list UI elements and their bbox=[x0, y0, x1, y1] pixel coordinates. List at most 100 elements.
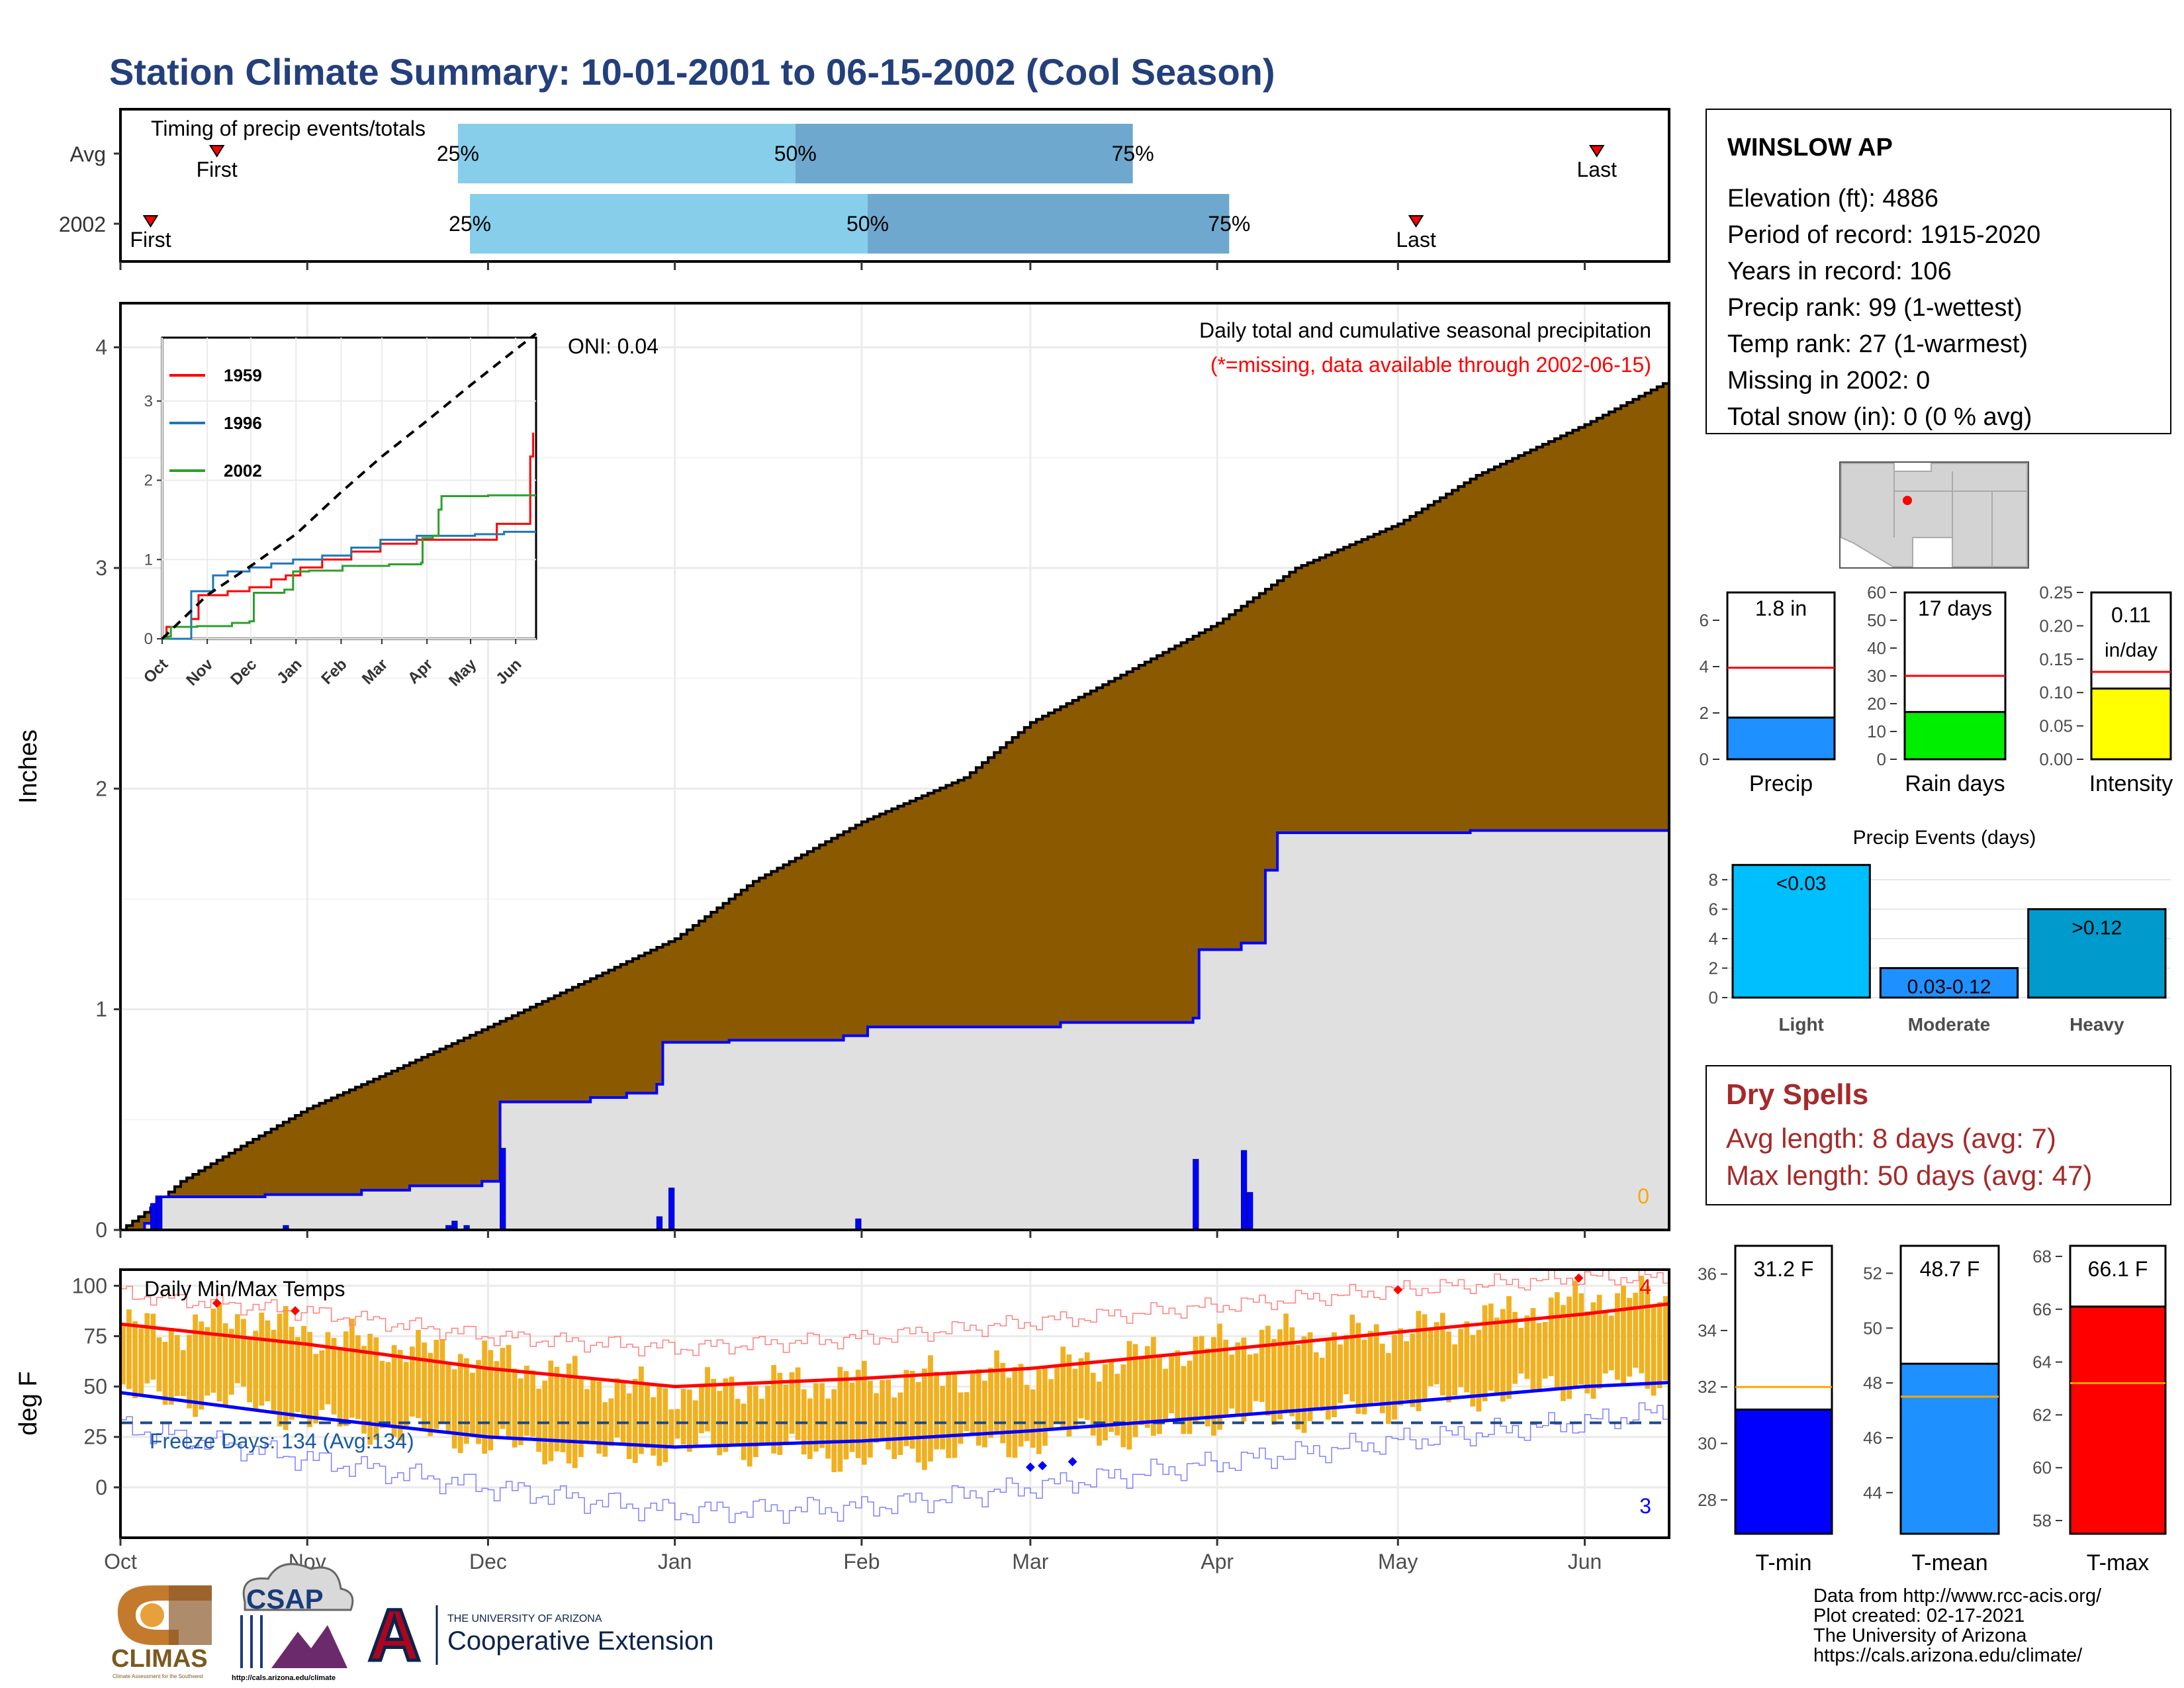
climas-logo: CLIMAS Climate Assessment for the Southw… bbox=[111, 1585, 212, 1679]
daily-temp-bar bbox=[1398, 1328, 1404, 1406]
daily-temp-bar bbox=[1235, 1342, 1241, 1417]
small-ytick-label: 0 bbox=[1700, 749, 1709, 769]
timing-label-50: 50% bbox=[774, 142, 817, 165]
daily-temp-bar bbox=[1332, 1332, 1337, 1417]
daily-temp-bar bbox=[909, 1370, 915, 1449]
timing-first-marker bbox=[142, 215, 159, 228]
precip-title: Daily total and cumulative seasonal prec… bbox=[1199, 318, 1651, 342]
daily-temp-bar bbox=[1633, 1292, 1639, 1368]
inset-series-2002 bbox=[162, 494, 536, 640]
avg-cumulative-fill bbox=[120, 380, 1669, 1230]
daily-precip-bar bbox=[150, 1203, 157, 1231]
daily-temp-bar bbox=[1494, 1317, 1500, 1393]
small-ytick-label: 50 bbox=[1863, 1318, 1882, 1338]
daily-temp-bar bbox=[506, 1344, 512, 1438]
daily-temp-bar bbox=[1144, 1346, 1150, 1428]
daily-temp-bar bbox=[1572, 1280, 1578, 1388]
daily-temp-bar bbox=[795, 1367, 801, 1440]
daily-temp-bar bbox=[1103, 1364, 1108, 1440]
daily-temp-bar bbox=[886, 1380, 891, 1450]
daily-precip-bar bbox=[855, 1218, 862, 1231]
daily-temp-bar bbox=[1109, 1360, 1114, 1432]
temp-ytick-label: 100 bbox=[72, 1274, 107, 1297]
small-ytick-label: 30 bbox=[1867, 666, 1886, 686]
temp-ytick-label: 25 bbox=[83, 1425, 107, 1449]
small-chart-t-min: 28 30 32 34 36 31.2 F T-min bbox=[1698, 1244, 1833, 1575]
month-label: Oct bbox=[104, 1550, 137, 1573]
small-ytick-label: 68 bbox=[2032, 1246, 2052, 1266]
cumulative-2002-line bbox=[120, 829, 1669, 1231]
daily-temp-bar bbox=[433, 1339, 439, 1429]
daily-temp-bar bbox=[1078, 1358, 1084, 1419]
precip-panel: 0 1 2 3 4 Inches Daily total and cumulative … bbox=[15, 302, 1670, 1242]
timing-label-25: 25% bbox=[449, 212, 491, 236]
precip-ytick-label: 2 bbox=[95, 776, 107, 800]
daily-temp-bar bbox=[1518, 1327, 1524, 1374]
month-label: Feb bbox=[843, 1550, 880, 1573]
daily-temp-bar bbox=[126, 1309, 132, 1389]
daily-temp-bar bbox=[1018, 1364, 1024, 1447]
daily-temp-bar bbox=[463, 1358, 469, 1444]
precip-ytick-label: 1 bbox=[95, 998, 107, 1021]
daily-temp-bar bbox=[168, 1327, 174, 1405]
timing-label-75: 75% bbox=[1208, 212, 1250, 236]
daily-temp-bar bbox=[1175, 1350, 1181, 1422]
record-max-line bbox=[120, 1268, 1670, 1356]
daily-temp-bar bbox=[373, 1337, 379, 1440]
timing-label-25: 25% bbox=[437, 142, 479, 165]
daily-temp-bar bbox=[1247, 1354, 1253, 1414]
events-bar-label: >0.12 bbox=[2071, 917, 2122, 939]
daily-temp-bar bbox=[1289, 1327, 1295, 1417]
daily-temp-bar bbox=[1470, 1335, 1476, 1407]
events-category-label: Moderate bbox=[1908, 1014, 1990, 1035]
daily-temp-bar bbox=[349, 1319, 355, 1418]
daily-temp-bar bbox=[578, 1377, 584, 1458]
events-ytick-label: 6 bbox=[1709, 899, 1718, 919]
small-chart-xlabel: T-max bbox=[2087, 1550, 2149, 1575]
small-ytick-label: 32 bbox=[1698, 1377, 1717, 1397]
daily-temp-bar bbox=[1608, 1315, 1614, 1371]
daily-temp-bar bbox=[1048, 1379, 1054, 1429]
daily-temp-bar bbox=[976, 1369, 981, 1446]
timing-first-label: First bbox=[130, 228, 171, 252]
small-chart-bar bbox=[2090, 687, 2172, 761]
inset-ytick-label: 3 bbox=[144, 393, 153, 410]
daily-temp-bar bbox=[391, 1345, 397, 1437]
daily-temp-bar bbox=[367, 1333, 373, 1445]
daily-temp-bar bbox=[150, 1313, 156, 1380]
month-label: Jun bbox=[1568, 1550, 1602, 1573]
daily-temp-bar bbox=[1452, 1344, 1457, 1396]
inset-legend-label: 2002 bbox=[224, 461, 262, 481]
daily-temp-bar bbox=[1319, 1358, 1325, 1411]
daily-temp-bar bbox=[199, 1321, 205, 1410]
daily-temp-bar bbox=[831, 1389, 837, 1473]
daily-temp-bar bbox=[120, 1326, 126, 1385]
daily-temp-bar bbox=[572, 1356, 578, 1468]
daily-temp-bar bbox=[1621, 1286, 1626, 1385]
record-low-count: 3 bbox=[1639, 1494, 1651, 1518]
daily-temp-bar bbox=[1627, 1297, 1633, 1377]
daily-precip-bar bbox=[668, 1188, 675, 1231]
daily-temp-bar bbox=[651, 1397, 656, 1456]
daily-temp-bar bbox=[1548, 1297, 1554, 1376]
events-ytick-label: 4 bbox=[1709, 929, 1718, 949]
oni-label: ONI: 0.04 bbox=[568, 334, 659, 358]
daily-temp-bar bbox=[1657, 1302, 1662, 1388]
daily-temp-bar bbox=[620, 1382, 626, 1445]
daily-temp-bar bbox=[325, 1332, 331, 1405]
events-ytick-label: 2 bbox=[1709, 958, 1718, 978]
small-chart-precip: 0 2 4 6 1.8 in Precip bbox=[1700, 591, 1836, 796]
daily-temp-bar bbox=[868, 1381, 873, 1458]
timing-bar-50-75 bbox=[795, 124, 1133, 183]
timing-bar-25-50 bbox=[457, 124, 796, 183]
daily-temp-bar bbox=[259, 1312, 265, 1406]
daily-temp-bar bbox=[1229, 1354, 1235, 1409]
timing-panel: Timing of precip events/totals 25% 50% 75%… bbox=[59, 108, 1670, 270]
precip-ytick-label: 3 bbox=[95, 556, 107, 580]
daily-temp-bar bbox=[783, 1384, 789, 1444]
daily-temp-bar bbox=[1211, 1336, 1216, 1436]
month-label: Mar bbox=[1012, 1550, 1048, 1573]
daily-temp-bar bbox=[361, 1346, 367, 1434]
station-line: Elevation (ft): 4886 bbox=[1727, 185, 1938, 212]
